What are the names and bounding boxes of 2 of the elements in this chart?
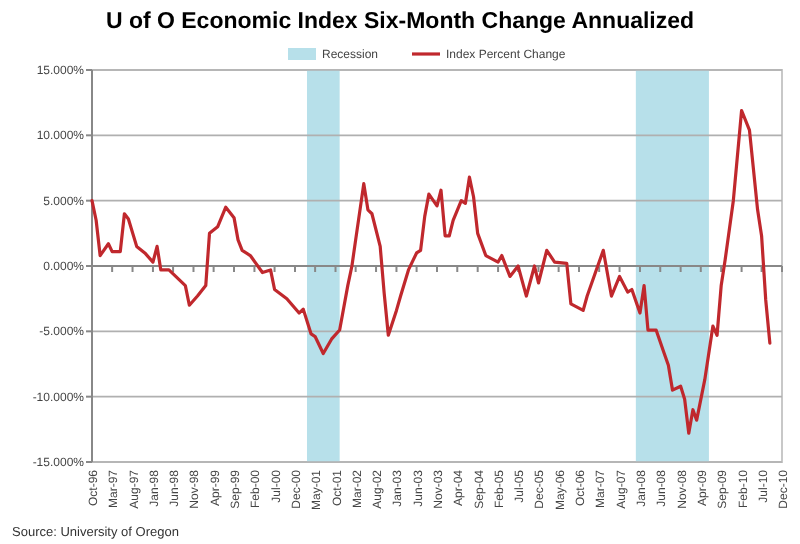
- chart-title: U of O Economic Index Six-Month Change Annualized: [105, 10, 695, 34]
- line-series: [90, 108, 772, 435]
